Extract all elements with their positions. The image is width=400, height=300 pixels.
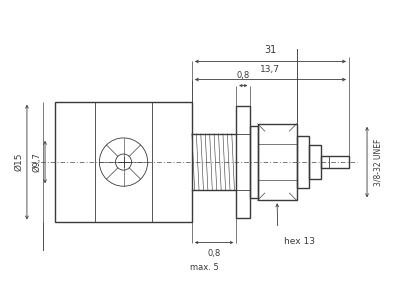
Bar bbox=[321, 156, 349, 168]
Bar bbox=[236, 106, 250, 218]
Text: 31: 31 bbox=[264, 45, 276, 56]
Text: Ø9,7: Ø9,7 bbox=[33, 152, 42, 172]
Bar bbox=[250, 126, 258, 198]
Text: Ø15: Ø15 bbox=[14, 153, 23, 171]
Text: 13,7: 13,7 bbox=[260, 64, 280, 74]
Text: hex 13: hex 13 bbox=[284, 236, 315, 245]
Text: 0,8: 0,8 bbox=[208, 249, 221, 258]
Bar bbox=[258, 124, 296, 200]
Text: 0,8: 0,8 bbox=[237, 70, 250, 80]
Bar bbox=[296, 136, 309, 188]
Text: max. 5: max. 5 bbox=[190, 263, 218, 272]
Bar bbox=[309, 145, 321, 179]
Text: 3/8-32 UNEF: 3/8-32 UNEF bbox=[373, 138, 382, 186]
Bar bbox=[55, 102, 192, 222]
